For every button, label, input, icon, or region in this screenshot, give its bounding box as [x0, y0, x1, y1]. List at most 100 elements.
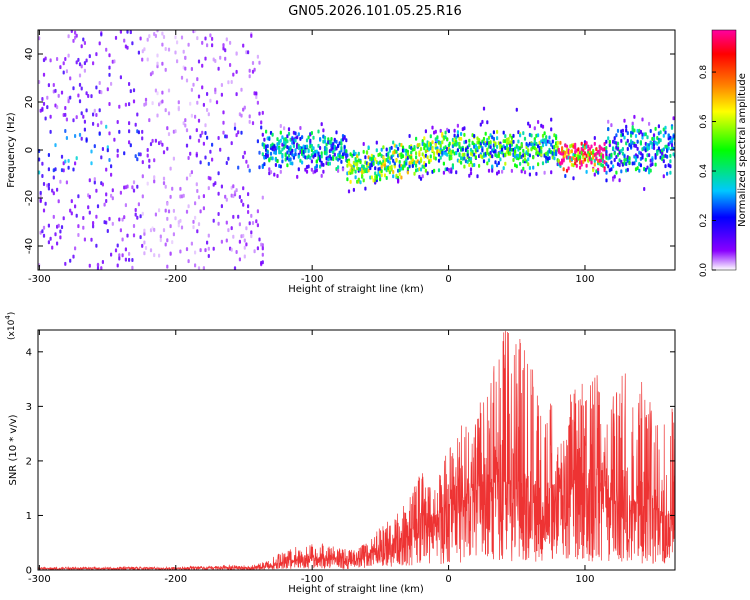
snr-series	[38, 330, 675, 570]
spectrogram-cell	[654, 153, 657, 158]
spectrogram-cell	[492, 146, 495, 151]
spectrogram-cell	[478, 140, 481, 145]
spectrogram-cell	[44, 116, 47, 121]
spectrogram-cell	[169, 224, 172, 229]
spectrogram-cell	[553, 156, 556, 161]
spectrogram-cell	[90, 161, 93, 166]
spectrogram-cell	[364, 186, 367, 191]
spectrogram-cell	[260, 125, 263, 130]
spectrogram-cell	[527, 148, 530, 153]
spectrogram-cell	[105, 192, 108, 197]
spectrogram-cell	[149, 248, 153, 253]
spectrogram-cell	[136, 184, 139, 189]
spectrogram-cell	[669, 159, 672, 164]
spectrogram-cell	[628, 160, 631, 165]
spectrogram-cell	[595, 156, 598, 161]
spectrogram-cell	[357, 158, 360, 163]
spectrogram-cell	[670, 125, 674, 130]
spectrogram-cell	[618, 163, 621, 168]
spectrogram-cell	[156, 53, 159, 58]
spectrogram-cell	[287, 131, 291, 136]
spectrogram-cell	[392, 174, 395, 179]
spectrogram-cell	[297, 154, 300, 159]
spectrogram-cell	[82, 216, 85, 220]
spectrogram-cell	[362, 142, 365, 146]
spectrogram-cell	[512, 133, 515, 138]
spectrogram-cell	[276, 142, 279, 147]
spectrogram-cell	[242, 186, 245, 191]
spectrogram-cell	[197, 222, 201, 227]
spectrogram-cell	[383, 158, 387, 162]
spectrogram-cell	[230, 80, 233, 84]
spectrogram-cell	[343, 135, 346, 140]
spectrogram-cell	[85, 138, 88, 143]
spectrogram-cell	[199, 209, 202, 214]
spectrogram-cell	[605, 139, 608, 144]
spectrogram-cell	[574, 142, 577, 147]
spectrogram-cell	[192, 82, 195, 87]
spectrogram-cell	[161, 61, 164, 66]
spectrogram-cell	[108, 102, 111, 106]
spectrogram-cell	[294, 152, 297, 157]
spectrogram-cell	[585, 144, 588, 149]
spectrogram-cell	[464, 139, 468, 144]
spectrogram-cell	[486, 137, 489, 142]
spectrogram-cell	[548, 156, 551, 161]
spectrogram-cell	[271, 142, 274, 147]
spectrogram-cell	[65, 136, 68, 140]
spectrogram-cell	[662, 127, 665, 132]
spectrogram-cell	[118, 104, 121, 109]
spectrogram-cell	[124, 257, 127, 262]
spectrogram-cell	[572, 163, 575, 168]
spectrogram-cell	[247, 50, 250, 55]
spectrogram-cell	[232, 214, 235, 219]
spectrogram-cell	[654, 162, 657, 167]
spectrogram-cell	[607, 136, 610, 141]
spectrogram-cell	[434, 156, 437, 161]
colorbar-label: Normalized spectral amplitude	[737, 73, 748, 227]
spectrogram-cell	[42, 182, 46, 186]
spectrogram-cell	[153, 253, 156, 258]
spectrogram-cell	[320, 173, 323, 178]
spectrogram-cell	[664, 164, 667, 169]
spectrogram-cell	[108, 65, 111, 70]
spectrogram-cell	[143, 228, 146, 233]
colorbar-tick-label: 0.8	[699, 65, 709, 80]
spectrogram-cell	[251, 61, 255, 65]
spectrogram-cell	[315, 159, 318, 164]
spectrogram-cell	[201, 130, 204, 135]
spectrogram-cell	[77, 224, 80, 229]
spectrogram-cell	[319, 146, 322, 150]
spectrogram-cell	[333, 145, 336, 149]
spectrogram-cell	[217, 212, 220, 216]
spectrogram-cell	[105, 47, 108, 52]
spectrogram-cell	[146, 57, 149, 62]
spectrogram-cell	[641, 117, 644, 122]
spectrogram-cell	[80, 86, 83, 91]
spectrogram-cell	[52, 168, 55, 173]
spectrogram-cell	[523, 170, 527, 175]
spectrogram-cell	[319, 137, 322, 141]
spectrogram-cell	[367, 168, 370, 173]
spectrogram-cell	[436, 135, 439, 140]
spectrogram-cell	[357, 151, 360, 156]
spectrogram-cell	[192, 219, 195, 224]
spectrogram-cell	[57, 93, 60, 98]
spectrogram-cell	[47, 153, 50, 157]
spectrogram-cell	[570, 149, 573, 154]
spectrogram-cell	[540, 149, 543, 154]
spectrogram-cell	[177, 100, 180, 105]
spectrogram-cell	[88, 178, 91, 183]
spectrogram-cell	[530, 142, 533, 147]
spectrogram-cell	[119, 30, 122, 34]
spectrogram-cell	[74, 30, 77, 35]
spectrogram-cell	[92, 61, 95, 66]
spectrogram-cell	[446, 147, 449, 151]
spectrogram-cell	[177, 107, 180, 112]
spectrogram-cell	[289, 157, 292, 162]
spectrogram-cell	[515, 107, 518, 112]
spectrogram-cell	[80, 44, 83, 49]
spectrogram-cell	[256, 246, 259, 251]
spectrogram-cell	[545, 138, 548, 143]
spectrogram-cell	[595, 169, 598, 174]
